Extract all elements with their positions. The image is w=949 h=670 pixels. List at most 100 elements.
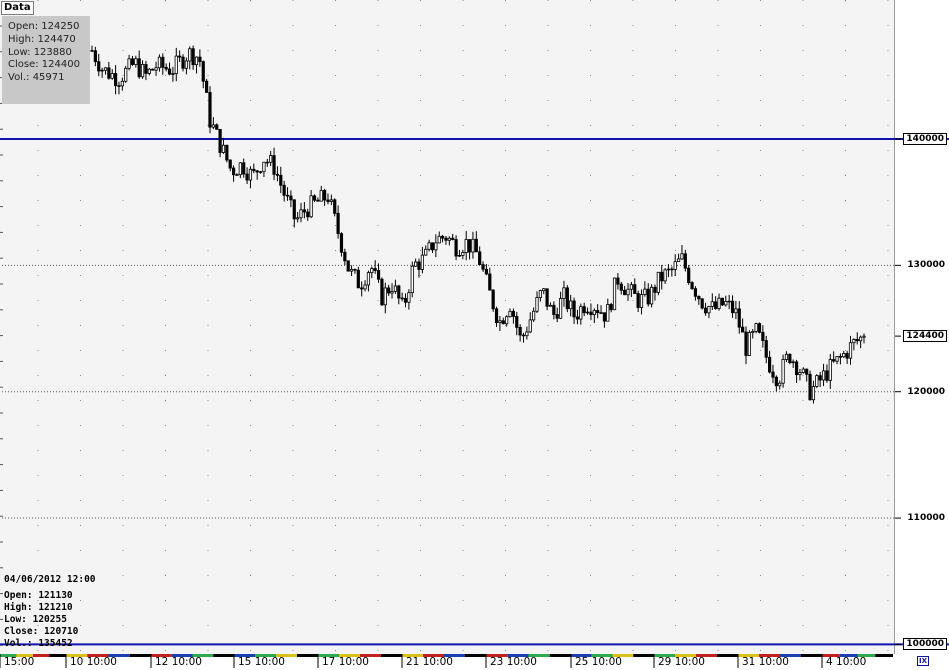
candle-body — [467, 239, 472, 253]
cursor-ohlc-panel: 04/06/2012 12:00 Open: 121130 High: 1212… — [4, 574, 96, 650]
candle-body — [242, 162, 246, 175]
hover-low: Low: 123880 — [8, 46, 72, 58]
session-bar — [318, 654, 339, 657]
candle-body — [582, 306, 586, 314]
session-bar — [738, 654, 759, 657]
candle-body — [454, 239, 458, 257]
candle-body — [366, 272, 371, 286]
candle-body — [333, 199, 337, 214]
candle-body — [585, 311, 590, 314]
time-tick-label: 15 10:00 — [238, 656, 285, 668]
candle-body — [855, 338, 859, 342]
candle-body — [609, 304, 613, 311]
candle-body — [205, 80, 209, 93]
candle-body — [818, 375, 822, 381]
session-bar — [654, 654, 675, 657]
candle-body — [457, 255, 462, 257]
candle-body — [521, 334, 526, 337]
candle-body — [151, 68, 155, 71]
candle-body — [764, 340, 768, 358]
candle-body — [596, 310, 600, 314]
candle-body — [494, 308, 499, 324]
session-bar — [151, 654, 172, 657]
candle-body — [646, 288, 650, 305]
candle-body — [572, 300, 576, 318]
candle-body — [703, 307, 708, 314]
candle-body — [794, 361, 799, 376]
candle-body — [461, 252, 465, 256]
candle-body — [157, 56, 162, 69]
candle-body — [417, 261, 421, 270]
candle-body — [356, 269, 360, 289]
price-tick-label: 140000 — [903, 132, 947, 145]
candle-body — [265, 161, 269, 164]
candle-body — [687, 267, 691, 283]
chart-settings-icon[interactable]: IX — [917, 656, 929, 666]
candle-body — [238, 162, 242, 176]
candle-body — [326, 199, 330, 202]
candle-body — [258, 171, 263, 173]
candle-body — [616, 277, 620, 285]
price-axis[interactable] — [895, 0, 949, 654]
candle-body — [387, 287, 391, 294]
candle-body — [184, 60, 188, 69]
session-bar — [402, 654, 423, 657]
candle-body — [113, 73, 118, 87]
candle-body — [730, 300, 735, 314]
candle-body — [167, 68, 172, 75]
candle-body — [757, 323, 762, 333]
candle-body — [380, 278, 384, 306]
candle-body — [211, 124, 215, 128]
candle-body — [339, 233, 344, 253]
candle-body — [781, 359, 785, 384]
candle-body — [784, 353, 789, 360]
time-axis[interactable] — [0, 654, 949, 670]
candle-body — [542, 288, 546, 292]
session-bar — [486, 654, 508, 657]
candle-body — [518, 327, 522, 336]
candle-body — [737, 308, 741, 328]
candle-body — [548, 304, 553, 307]
candle-body — [808, 373, 812, 401]
candle-body — [761, 331, 765, 341]
data-tab[interactable]: Data — [1, 1, 34, 15]
candle-body — [248, 168, 253, 181]
candle-body — [690, 282, 694, 290]
candle-body — [528, 319, 532, 333]
cursor-volume: Vol.: 135452 — [4, 638, 73, 649]
candle-body — [734, 308, 738, 314]
candle-body — [471, 238, 475, 253]
time-tick-label: 4 10:00 — [826, 656, 867, 668]
candle-body — [832, 359, 836, 362]
candle-body — [316, 199, 320, 202]
candle-body — [144, 64, 148, 74]
candle-body — [653, 286, 657, 293]
candle-body — [312, 195, 317, 201]
session-bar — [822, 654, 840, 657]
candle-body — [302, 209, 306, 213]
candle-body — [828, 359, 832, 381]
candle-body — [801, 368, 805, 373]
candle-body — [545, 288, 549, 307]
candle-body — [815, 375, 819, 387]
session-bar — [612, 654, 634, 657]
candle-body — [137, 58, 141, 78]
candle-body — [508, 310, 512, 318]
candle-body — [626, 288, 630, 296]
candle-body — [376, 270, 381, 280]
session-bar — [423, 654, 444, 657]
candle-body — [231, 167, 236, 176]
candle-body — [393, 285, 398, 292]
candle-body — [700, 298, 704, 309]
price-tick-label: 130000 — [907, 260, 945, 271]
candle-body — [623, 289, 627, 296]
cursor-close: Close: 120710 — [4, 626, 79, 637]
candle-body — [575, 316, 580, 320]
current-price-label: 124400 — [903, 330, 947, 343]
candle-body — [245, 173, 249, 181]
candle-body — [670, 268, 674, 271]
candle-body — [117, 85, 121, 87]
candle-body — [633, 284, 637, 294]
candle-body — [481, 264, 485, 270]
candle-body — [680, 253, 684, 260]
